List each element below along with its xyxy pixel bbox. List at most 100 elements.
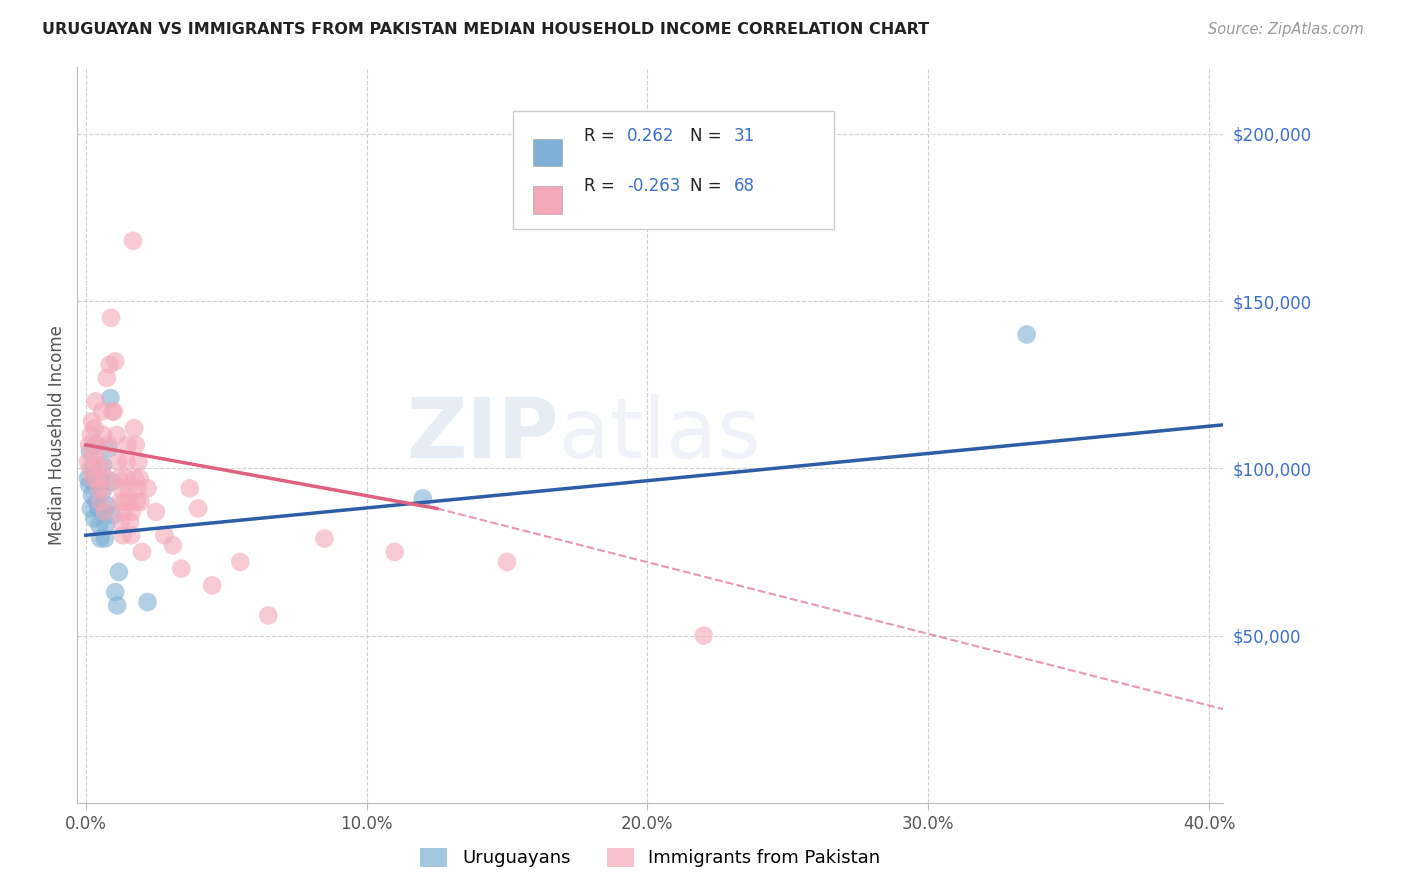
Point [117, 482, 139, 496]
Point [86, 438, 108, 452]
Point [91, 484, 114, 499]
Text: R =: R = [583, 178, 614, 195]
Point [105, 599, 128, 613]
Point [111, 528, 134, 542]
Point [96, 498, 118, 512]
Point [83, 448, 105, 462]
Point [77, 478, 100, 492]
Point [87, 501, 110, 516]
Point [80, 414, 103, 428]
Point [118, 494, 141, 508]
Point [89, 518, 111, 533]
Point [90, 475, 112, 489]
Point [89, 482, 111, 496]
Point [83, 475, 105, 489]
Text: R =: R = [583, 127, 614, 145]
Text: 0.262: 0.262 [627, 127, 675, 145]
Point [100, 310, 122, 325]
Point [100, 475, 122, 489]
Bar [533, 186, 562, 214]
Point [153, 528, 176, 542]
Text: -0.263: -0.263 [627, 178, 681, 195]
Point [112, 505, 135, 519]
Point [97, 438, 120, 452]
Text: atlas: atlas [558, 394, 761, 475]
Point [105, 427, 128, 442]
Point [86, 494, 108, 508]
Text: ZIP: ZIP [406, 394, 558, 475]
Point [104, 585, 127, 599]
Point [108, 565, 131, 579]
Point [127, 482, 149, 496]
Point [86, 475, 108, 489]
Point [89, 494, 111, 508]
Point [100, 391, 122, 405]
Point [111, 482, 134, 496]
Point [79, 444, 101, 458]
Point [229, 555, 252, 569]
Point [108, 494, 131, 508]
Point [162, 538, 184, 552]
Point [101, 404, 124, 418]
Point [117, 438, 139, 452]
Point [90, 461, 112, 475]
Point [496, 555, 519, 569]
Point [257, 608, 280, 623]
Point [128, 454, 150, 469]
Point [125, 438, 148, 452]
Point [83, 421, 105, 435]
Point [384, 545, 406, 559]
Point [93, 505, 115, 519]
Point [94, 471, 117, 485]
Point [120, 528, 142, 542]
Point [107, 454, 129, 469]
Point [86, 471, 108, 485]
Point [79, 461, 101, 475]
Point [94, 505, 117, 519]
Text: Source: ZipAtlas.com: Source: ZipAtlas.com [1208, 22, 1364, 37]
Point [94, 518, 117, 533]
Text: N =: N = [690, 127, 723, 145]
Point [128, 471, 150, 485]
Point [115, 454, 138, 469]
Point [80, 427, 103, 442]
Point [82, 471, 104, 485]
Point [170, 562, 193, 576]
Point [96, 371, 118, 385]
Point [110, 515, 132, 529]
Point [314, 532, 336, 546]
Point [89, 532, 111, 546]
Point [412, 491, 434, 506]
Point [103, 508, 125, 523]
Point [125, 494, 148, 508]
Point [80, 501, 103, 516]
Point [120, 515, 142, 529]
Point [122, 234, 145, 248]
Text: URUGUAYAN VS IMMIGRANTS FROM PAKISTAN MEDIAN HOUSEHOLD INCOME CORRELATION CHART: URUGUAYAN VS IMMIGRANTS FROM PAKISTAN ME… [42, 22, 929, 37]
Point [104, 354, 127, 368]
Point [1015, 327, 1038, 342]
Point [93, 482, 115, 496]
Point [84, 438, 107, 452]
Bar [533, 138, 562, 166]
Point [108, 471, 131, 485]
Text: 31: 31 [734, 127, 755, 145]
Bar [513, 111, 834, 229]
Point [179, 482, 201, 496]
Point [82, 461, 104, 475]
Text: 68: 68 [734, 178, 755, 195]
Point [97, 441, 120, 455]
Point [131, 545, 153, 559]
Point [692, 628, 714, 642]
Point [84, 394, 107, 409]
Point [87, 454, 110, 469]
Point [114, 471, 136, 485]
Point [91, 427, 114, 442]
Point [145, 505, 167, 519]
Point [124, 471, 146, 485]
Point [136, 482, 159, 496]
Point [80, 488, 103, 502]
Legend: Uruguayans, Immigrants from Pakistan: Uruguayans, Immigrants from Pakistan [413, 841, 887, 875]
Point [77, 454, 100, 469]
Point [77, 438, 100, 452]
